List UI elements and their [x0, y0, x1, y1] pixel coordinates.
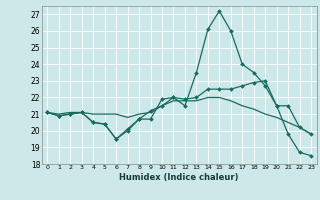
- X-axis label: Humidex (Indice chaleur): Humidex (Indice chaleur): [119, 173, 239, 182]
